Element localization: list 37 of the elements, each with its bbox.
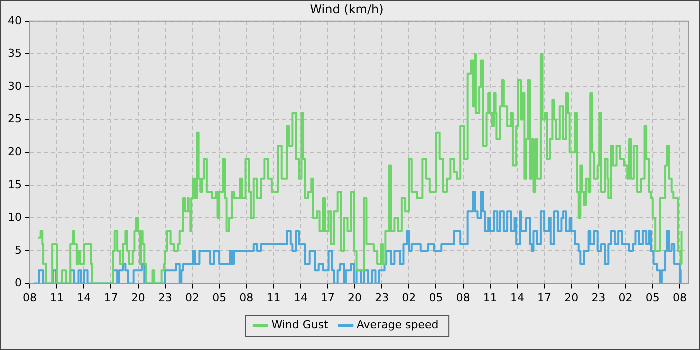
- y-tick-label: 15: [8, 178, 22, 192]
- x-tick-label: 23: [158, 291, 172, 304]
- x-tick-label: 02: [402, 291, 416, 304]
- y-tick-label: 0: [14, 276, 22, 290]
- y-tick-label: 20: [8, 145, 22, 158]
- x-tick-label: 23: [375, 291, 390, 304]
- x-tick-label: 14: [77, 291, 92, 304]
- x-tick-label: 11: [50, 291, 64, 304]
- y-tick-label: 40: [8, 14, 22, 28]
- y-tick-label: 10: [8, 211, 22, 224]
- x-tick-label: 17: [104, 291, 118, 304]
- x-tick-label: 17: [320, 291, 335, 304]
- legend-label: Average speed: [356, 318, 439, 332]
- x-tick-label: 08: [672, 291, 687, 304]
- x-tick-label: 08: [456, 291, 470, 304]
- x-tick-label: 11: [483, 291, 498, 304]
- x-tick-label: 23: [592, 291, 606, 304]
- y-tick-label: 30: [8, 80, 22, 93]
- y-tick-label: 25: [8, 112, 22, 126]
- x-tick-label: 05: [429, 291, 444, 304]
- x-tick-label: 17: [538, 291, 552, 304]
- x-tick-label: 20: [131, 291, 146, 304]
- x-tick-label: 08: [240, 291, 254, 304]
- x-tick-label: 20: [564, 291, 579, 304]
- y-tick-label: 5: [14, 244, 22, 257]
- x-tick-label: 08: [22, 291, 37, 304]
- x-tick-label: 14: [294, 291, 308, 304]
- x-tick-label: 05: [212, 291, 227, 304]
- x-tick-label: 20: [348, 291, 362, 304]
- x-tick-label: 14: [510, 291, 524, 304]
- chart-title: Wind (km/h): [310, 2, 384, 16]
- x-tick-label: 05: [646, 291, 660, 304]
- x-tick-label: 02: [185, 291, 200, 304]
- legend-label: Wind Gust: [272, 318, 330, 332]
- x-tick-label: 02: [618, 291, 633, 304]
- x-tick-label: 11: [266, 291, 281, 304]
- y-tick-label: 35: [8, 47, 22, 60]
